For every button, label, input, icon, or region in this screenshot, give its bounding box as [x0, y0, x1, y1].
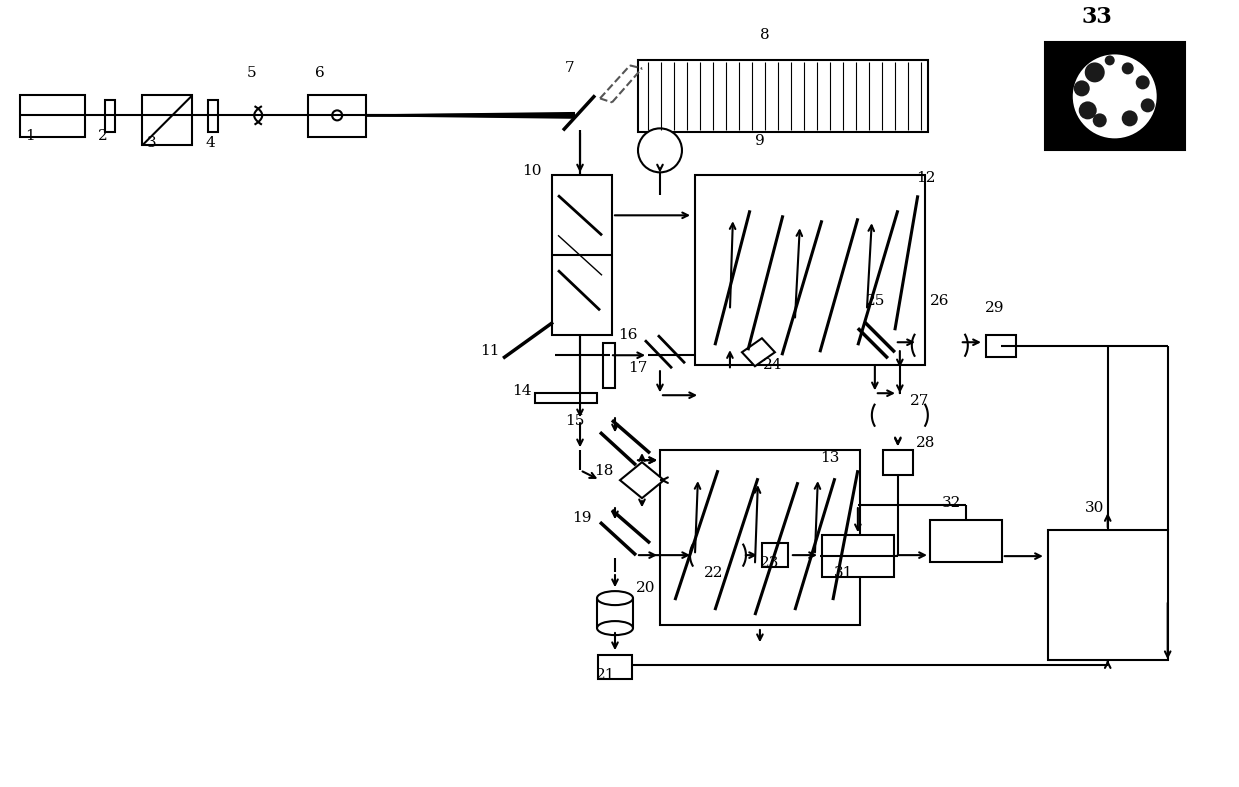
Bar — [660, 450, 860, 625]
Polygon shape — [742, 338, 774, 366]
Circle shape — [1073, 54, 1157, 139]
Text: 4: 4 — [206, 136, 216, 150]
Text: 29: 29 — [985, 301, 1005, 316]
Bar — [603, 343, 615, 388]
Bar — [105, 101, 115, 132]
Polygon shape — [620, 462, 664, 498]
Circle shape — [1093, 113, 1106, 127]
Text: 2: 2 — [98, 129, 108, 143]
Text: 13: 13 — [820, 451, 839, 465]
Text: 12: 12 — [916, 172, 935, 185]
Text: 31: 31 — [834, 566, 854, 580]
Text: 6: 6 — [315, 66, 325, 80]
Text: 15: 15 — [565, 414, 585, 428]
Bar — [883, 450, 913, 475]
Bar — [553, 176, 612, 335]
Text: 1: 1 — [25, 129, 35, 143]
Text: 25: 25 — [866, 294, 885, 309]
Text: 27: 27 — [909, 394, 929, 408]
Bar — [535, 394, 597, 403]
Text: 16: 16 — [618, 328, 638, 342]
Text: 11: 11 — [479, 344, 499, 358]
Ellipse shape — [597, 621, 633, 635]
Bar — [1044, 42, 1184, 150]
Ellipse shape — [597, 591, 633, 605]
Circle shape — [1105, 55, 1115, 65]
Circle shape — [1136, 76, 1150, 90]
Circle shape — [638, 128, 681, 172]
Bar — [695, 176, 924, 365]
Bar — [208, 101, 218, 132]
Text: 20: 20 — [636, 581, 655, 595]
Text: 3: 3 — [147, 136, 157, 150]
Bar — [821, 535, 893, 577]
Bar — [598, 655, 632, 679]
Bar — [638, 61, 928, 132]
Text: 9: 9 — [755, 135, 764, 149]
Text: 23: 23 — [760, 556, 779, 570]
Text: 24: 24 — [763, 358, 782, 372]
Circle shape — [1121, 110, 1137, 127]
Text: 19: 19 — [572, 511, 591, 525]
Text: 33: 33 — [1082, 6, 1113, 28]
Circle shape — [1121, 62, 1134, 75]
Text: 7: 7 — [565, 61, 575, 76]
Text: 10: 10 — [522, 164, 541, 179]
Text: 14: 14 — [512, 384, 532, 398]
Text: 26: 26 — [929, 294, 949, 309]
Bar — [142, 95, 192, 146]
Circle shape — [1084, 62, 1105, 83]
Bar — [20, 95, 85, 138]
Circle shape — [1074, 80, 1090, 96]
Text: 28: 28 — [916, 436, 935, 450]
Text: 22: 22 — [704, 566, 724, 580]
Text: 30: 30 — [1084, 501, 1104, 515]
Text: 5: 5 — [248, 66, 256, 80]
Text: 17: 17 — [628, 361, 647, 375]
Bar — [986, 335, 1016, 357]
Text: 21: 21 — [596, 668, 616, 682]
Text: 8: 8 — [760, 28, 769, 42]
Bar — [309, 95, 367, 138]
Text: 32: 32 — [942, 496, 961, 510]
Bar — [929, 520, 1002, 562]
Circle shape — [332, 110, 342, 120]
Circle shape — [1079, 102, 1097, 120]
Text: 18: 18 — [593, 464, 613, 478]
Bar — [762, 543, 788, 567]
Circle shape — [1141, 98, 1155, 113]
Bar — [1048, 530, 1167, 660]
